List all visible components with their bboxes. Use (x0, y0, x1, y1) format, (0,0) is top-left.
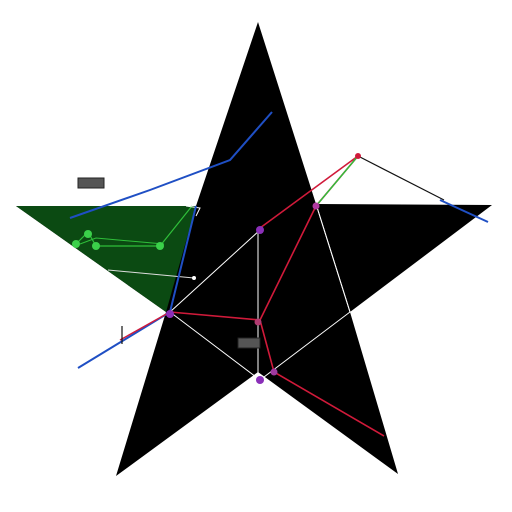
node-red-top (355, 153, 361, 159)
node-green-1 (72, 240, 80, 248)
node-green-4 (156, 242, 164, 250)
node-purple-left (166, 310, 174, 318)
green-line-top (315, 155, 359, 207)
tag-center-box (237, 337, 261, 349)
black-star (16, 22, 492, 476)
node-green-3 (92, 242, 100, 250)
node-white-dot (192, 276, 196, 280)
red-line-left (119, 311, 171, 341)
node-green-2 (84, 230, 92, 238)
tag-upper-box (77, 177, 105, 189)
node-purple-bottom (256, 376, 264, 384)
blue-line-upper (69, 111, 273, 219)
white-line-wedge-edge (185, 205, 201, 217)
node-purple-center (254, 318, 262, 326)
green-path-2 (79, 237, 165, 245)
node-purple-top (256, 226, 264, 234)
blue-line-right (439, 199, 489, 223)
white-line-diagonal (315, 203, 351, 313)
black-line-right (357, 155, 445, 201)
green-wedge (16, 206, 196, 312)
node-purple-bottom-right (270, 368, 278, 376)
node-purple-right (312, 202, 320, 210)
